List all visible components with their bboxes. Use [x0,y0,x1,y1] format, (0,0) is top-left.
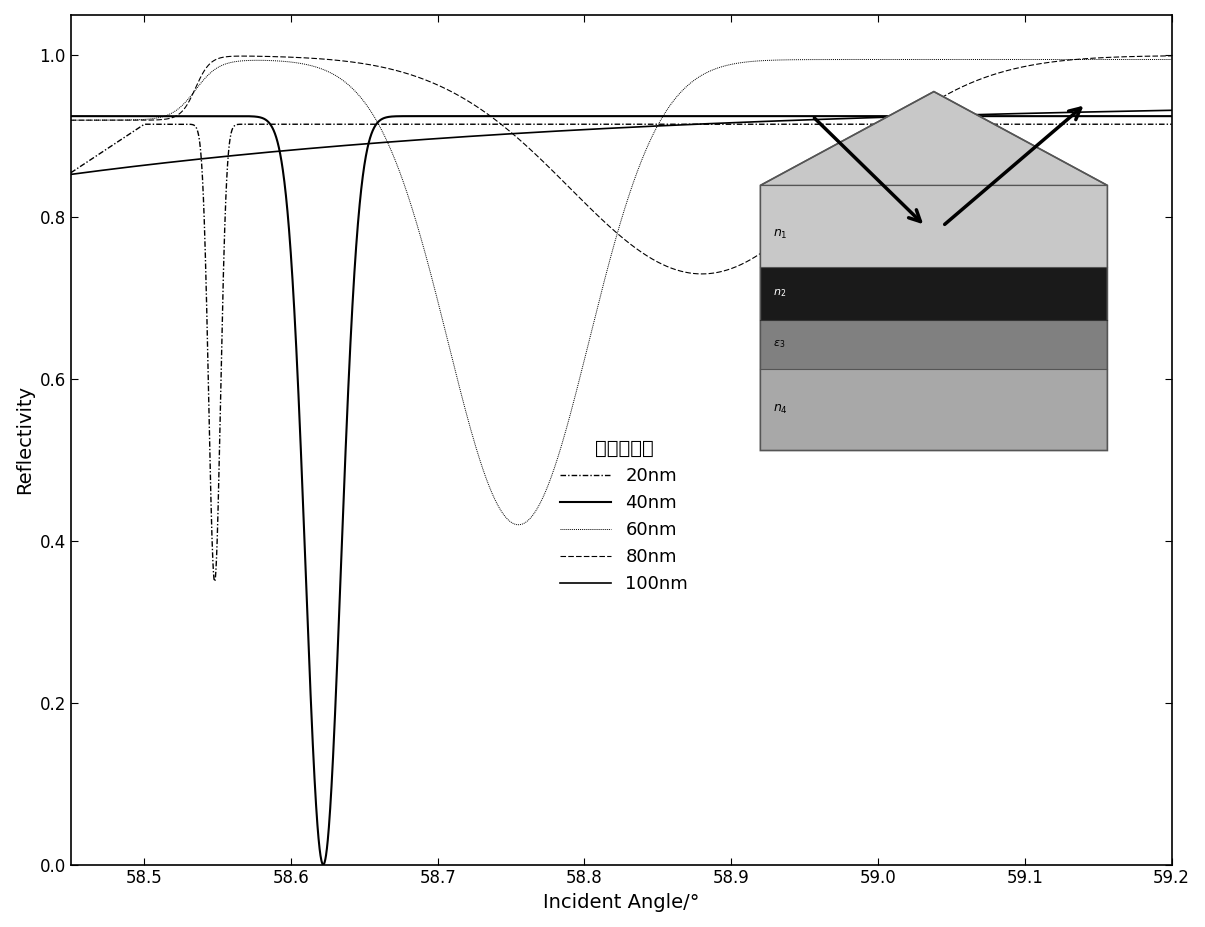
Line: 40nm: 40nm [71,116,1171,865]
Bar [760,369,1107,451]
20nm [886,119,900,130]
20nm [484,119,499,130]
40nm [484,110,499,121]
100nm [264,146,278,158]
Legend: 20nm, 40nm, 60nm, 80nm, 100nm: 20nm, 40nm, 60nm, 80nm, 100nm [553,432,695,601]
100nm [724,117,739,128]
100nm [780,115,794,126]
20nm [1164,119,1178,130]
40nm [886,110,900,121]
60nm [1164,54,1178,65]
80nm [886,127,900,138]
60nm [780,55,794,66]
Line: 80nm: 80nm [71,56,1171,273]
20nm [969,119,983,130]
40nm [64,110,78,121]
80nm [264,51,278,62]
60nm [969,54,983,65]
80nm [724,263,739,274]
40nm [316,859,330,870]
100nm [969,109,983,121]
Text: $n_1$: $n_1$ [774,228,788,241]
20nm [780,119,794,130]
Line: 60nm: 60nm [71,59,1171,525]
80nm [484,111,499,122]
60nm [724,58,739,70]
40nm [264,120,278,131]
60nm [264,55,278,66]
60nm [886,54,900,65]
80nm [1164,50,1178,61]
40nm [969,110,983,121]
Line: 100nm: 100nm [71,110,1171,174]
20nm [64,167,78,178]
80nm [64,115,78,126]
Polygon shape [760,92,1107,185]
100nm [1164,105,1178,116]
100nm [64,169,78,180]
100nm [884,111,899,122]
20nm [207,576,222,587]
80nm [694,268,709,279]
X-axis label: Incident Angle/°: Incident Angle/° [543,893,699,912]
80nm [780,227,794,238]
Bar [760,185,1107,267]
40nm [780,110,794,121]
Text: $n_4$: $n_4$ [774,403,788,416]
100nm [484,130,499,141]
Bar [760,320,1107,369]
60nm [1116,54,1130,65]
60nm [484,486,499,497]
Bar [760,267,1107,320]
40nm [724,110,739,121]
Line: 20nm: 20nm [71,124,1171,581]
20nm [137,119,152,130]
Text: $\varepsilon_3$: $\varepsilon_3$ [774,338,786,350]
20nm [724,119,739,130]
80nm [969,75,983,86]
20nm [264,119,278,130]
Y-axis label: Reflectivity: Reflectivity [14,386,34,494]
Text: $n_2$: $n_2$ [774,287,787,299]
60nm [511,519,525,530]
60nm [64,115,78,126]
40nm [1164,110,1178,121]
